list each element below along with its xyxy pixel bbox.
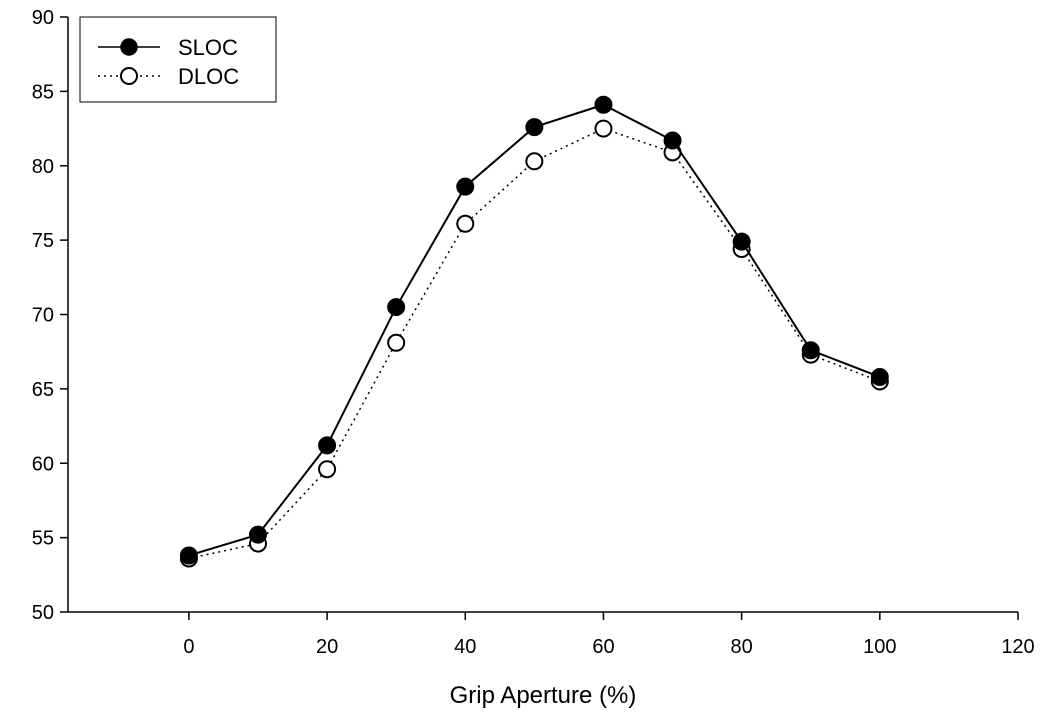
- x-tick-label: 80: [731, 636, 753, 658]
- data-point-sloc: [525, 118, 544, 137]
- legend-marker-dloc: [120, 67, 138, 85]
- data-point-dloc: [525, 152, 544, 171]
- legend-label-sloc: SLOC: [178, 35, 238, 60]
- x-tick-label: 100: [863, 636, 896, 658]
- y-tick-label: 55: [32, 528, 54, 550]
- data-point-sloc: [870, 367, 889, 386]
- series-line-sloc: [188, 103, 881, 557]
- y-tick-label: 65: [32, 379, 54, 401]
- data-point-sloc: [387, 298, 406, 317]
- ticks: 50 55 60 65 70 75 80 85 90 0 20 40 60 80 100 120: [32, 7, 1035, 658]
- x-axis-title: Grip Aperture (%): [450, 682, 637, 709]
- data-point-dloc: [594, 119, 613, 138]
- series-line-dloc: [188, 127, 881, 560]
- x-tick-label: 60: [592, 636, 614, 658]
- data-point-sloc: [179, 546, 198, 565]
- data-point-sloc: [456, 177, 475, 196]
- data-point-sloc: [318, 436, 337, 455]
- data-point-sloc: [249, 525, 267, 544]
- data-point-sloc: [663, 131, 682, 150]
- x-tick-label: 0: [183, 636, 194, 658]
- plot-area: [179, 95, 889, 568]
- data-point-dloc: [456, 214, 475, 233]
- y-tick-label: 75: [32, 230, 54, 252]
- y-tick-label: 85: [32, 81, 54, 103]
- legend-box: [79, 16, 277, 103]
- axes: [67, 17, 1018, 613]
- y-tick-label: 90: [32, 7, 54, 29]
- y-tick-label: 80: [32, 156, 54, 178]
- data-point-sloc: [594, 95, 613, 114]
- x-tick-label: 40: [454, 636, 476, 658]
- legend: SLOC DLOC: [79, 16, 277, 103]
- data-point-dloc: [387, 333, 406, 352]
- y-tick-label: 60: [32, 453, 54, 475]
- x-tick-label: 120: [1001, 636, 1034, 658]
- data-point-dloc: [318, 460, 337, 479]
- data-point-sloc: [732, 232, 751, 251]
- data-point-sloc: [801, 341, 820, 360]
- legend-marker-sloc: [120, 38, 138, 56]
- y-tick-label: 50: [32, 602, 54, 624]
- y-tick-label: 70: [32, 305, 54, 327]
- x-tick-label: 20: [316, 636, 338, 658]
- legend-label-dloc: DLOC: [178, 64, 239, 89]
